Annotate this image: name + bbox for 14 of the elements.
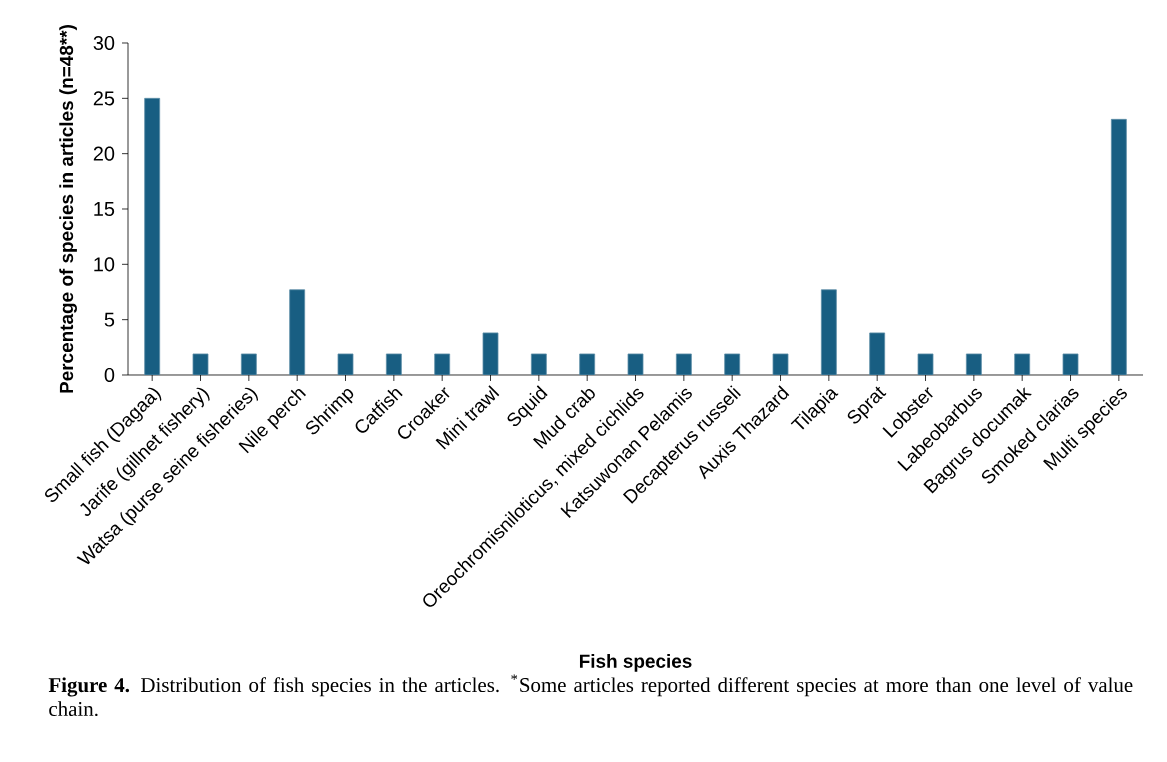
y-tick-label: 5 bbox=[104, 312, 115, 327]
y-tick-label: 15 bbox=[94, 202, 115, 216]
bar bbox=[144, 97, 161, 375]
bar bbox=[289, 289, 306, 375]
y-tick-label: 20 bbox=[93, 146, 115, 161]
bar bbox=[1110, 118, 1127, 375]
y-tick-label: 30 bbox=[93, 35, 115, 51]
text: Figure 4. Distribution of fish species in the articles. $^{*}$Some articles reported different species at more than one level of value chain. bbox=[48, 674, 1133, 717]
y-tick-label: 25 bbox=[93, 91, 115, 106]
bar bbox=[820, 289, 837, 375]
y-tick-label: 10 bbox=[94, 257, 115, 272]
x-axis-title: Fish species bbox=[579, 654, 692, 672]
y-tick-label: 0 bbox=[104, 367, 115, 383]
y-axis-title: Percentage of species in articles (n=48**) bbox=[59, 25, 77, 393]
